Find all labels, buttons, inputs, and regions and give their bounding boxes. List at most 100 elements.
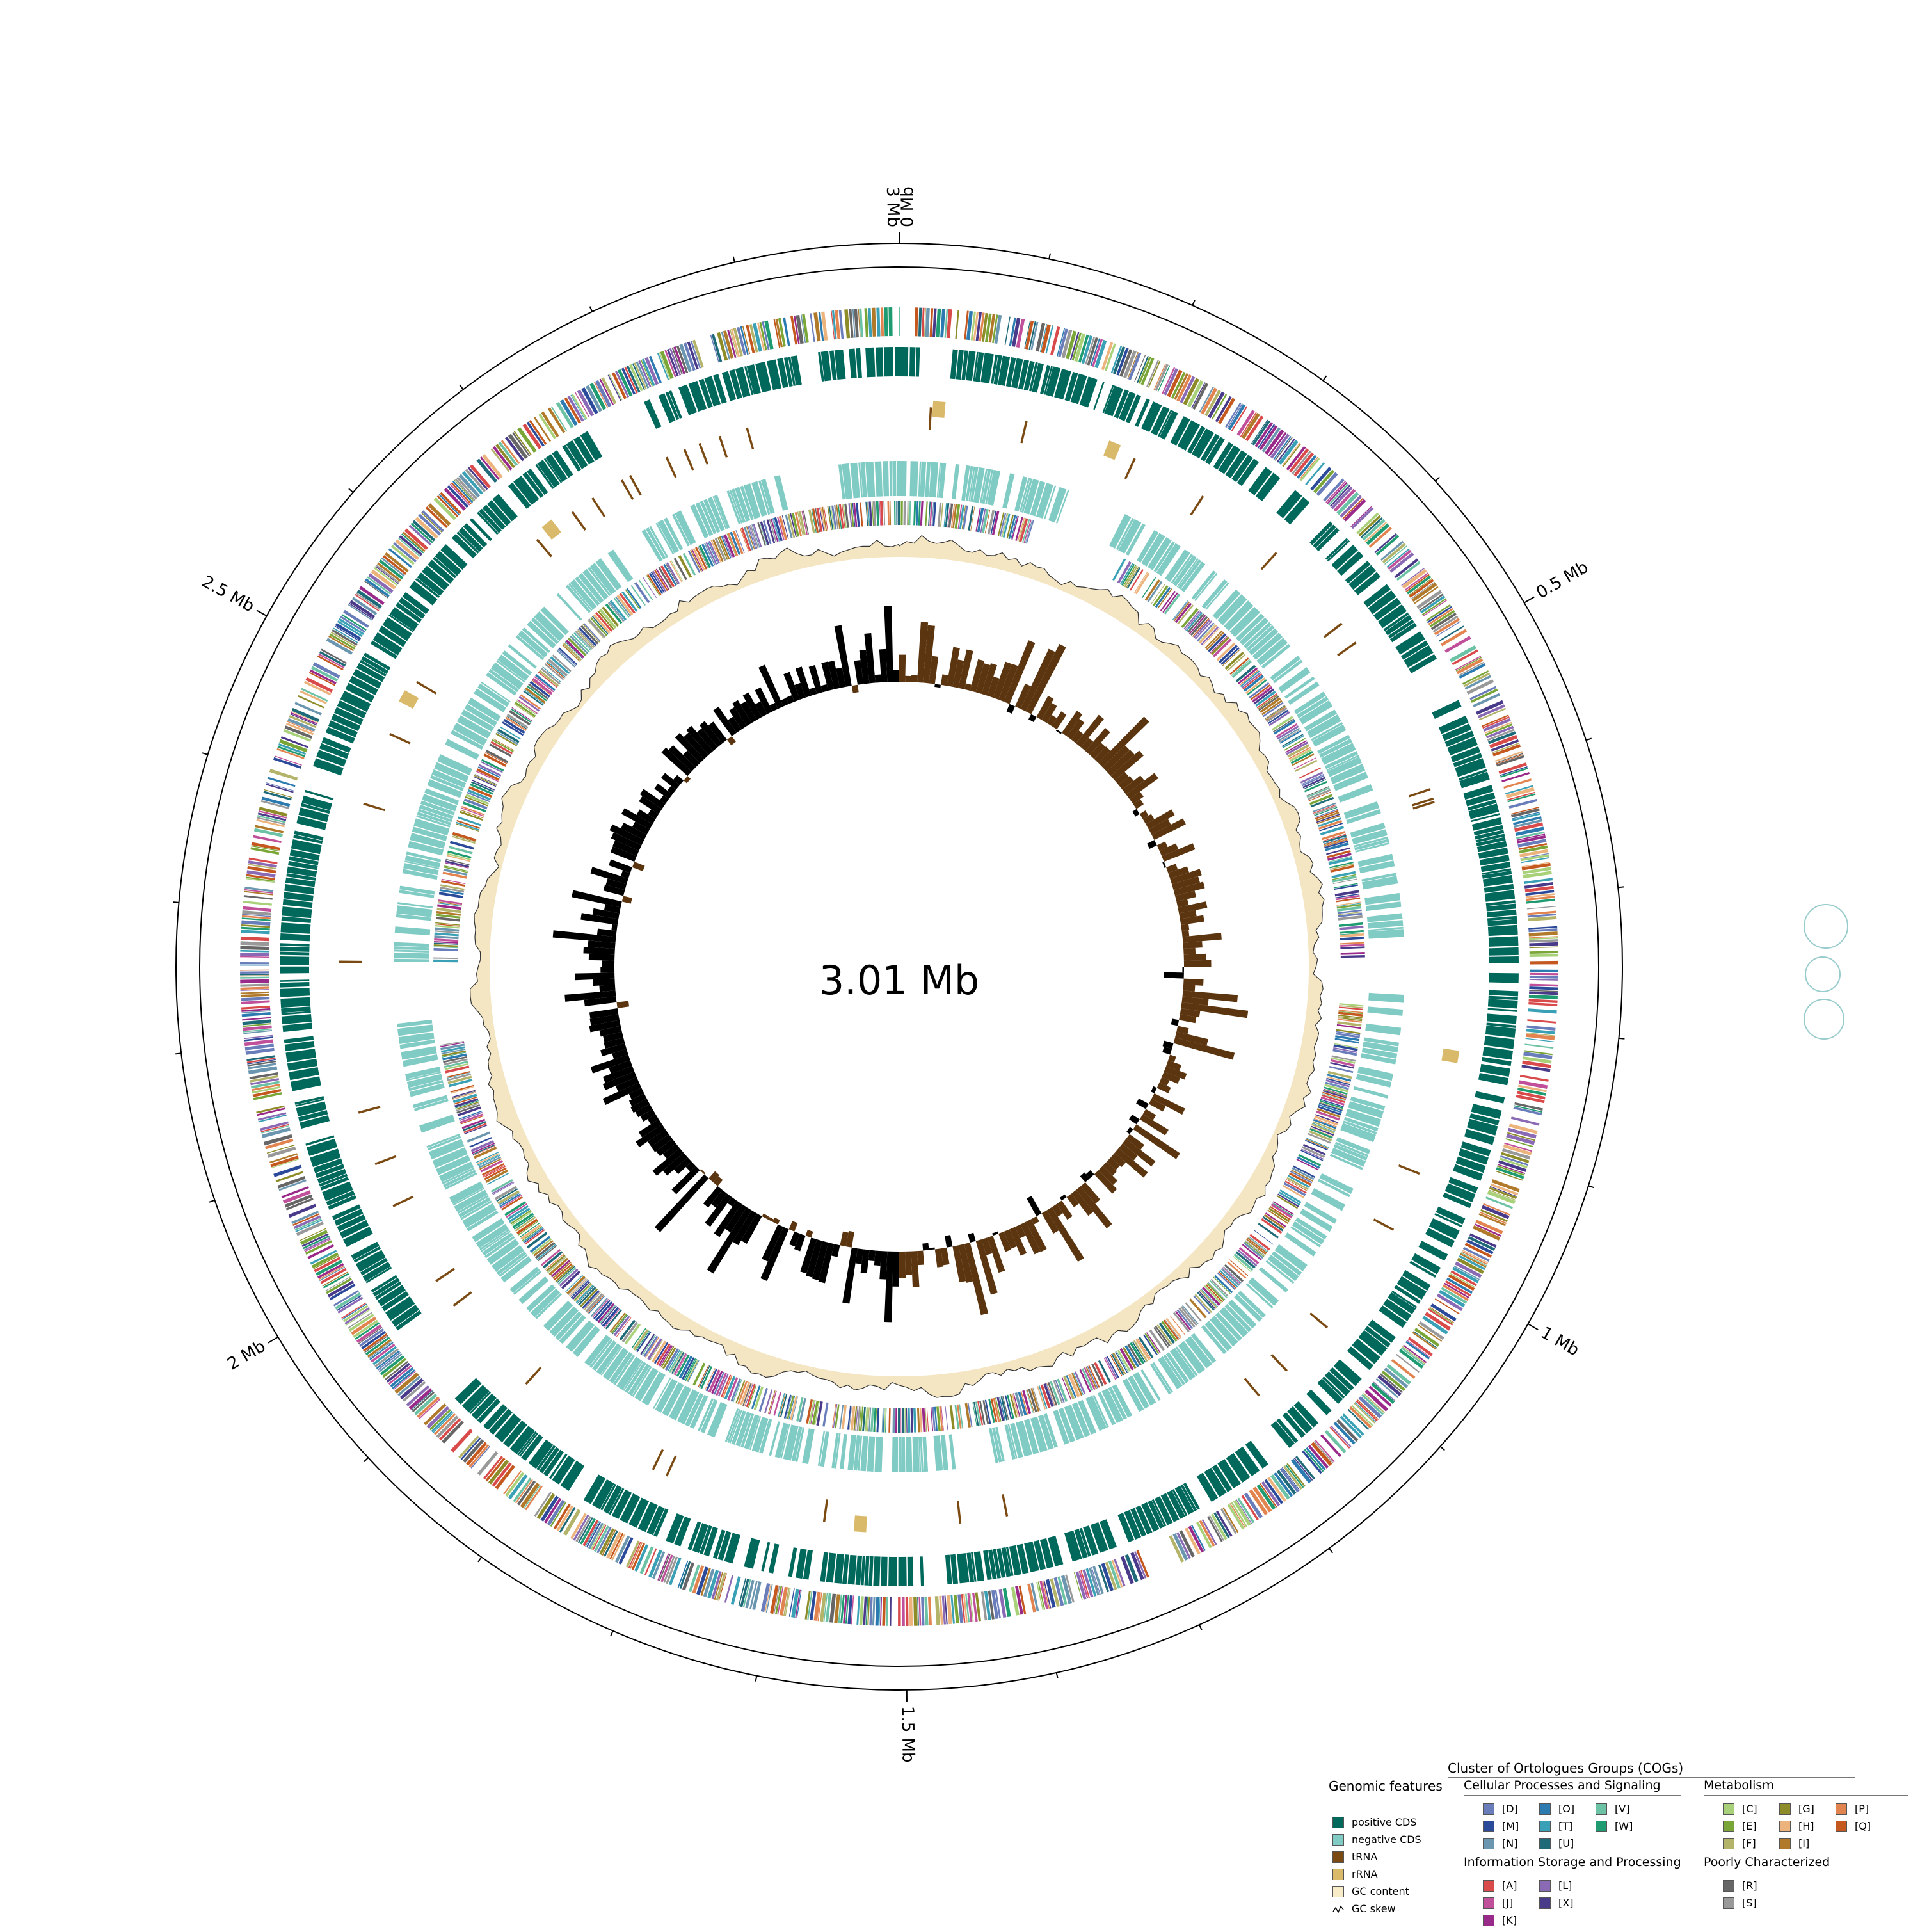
gc-skew-bar: [934, 684, 941, 688]
cog-feature-mark: [907, 501, 908, 525]
trna-mark: [1270, 1354, 1288, 1372]
cog-feature-mark: [1529, 942, 1558, 946]
cog-feature-mark: [240, 950, 269, 953]
trna-mark: [389, 733, 410, 745]
gc-skew-bar: [905, 1252, 912, 1275]
cog-legend-item: [V]: [1596, 1803, 1629, 1815]
cog-legend-item: [F]: [1723, 1837, 1756, 1849]
minor-tick: [1323, 376, 1326, 380]
trna-mark: [363, 803, 385, 811]
trna-mark: [1261, 552, 1277, 570]
cog-group-divider: [1704, 1795, 1908, 1796]
gc-skew-bar: [727, 736, 736, 745]
cog-feature-mark: [930, 308, 934, 337]
cog-feature-mark: [1340, 937, 1364, 940]
cog-feature-mark: [906, 1597, 909, 1626]
minor-tick: [364, 1458, 369, 1461]
cds-block: [280, 956, 309, 965]
cog-feature-mark: [240, 962, 269, 964]
trna-mark: [1124, 458, 1136, 479]
minor-tick: [209, 1200, 215, 1202]
cds-block: [282, 1014, 312, 1024]
cog-feature-mark: [240, 975, 269, 976]
cog-group-title: Information Storage and Processing: [1464, 1855, 1681, 1869]
legend-label: tRNA: [1352, 1851, 1377, 1863]
legend-item-gc-skew: GC skew: [1332, 1903, 1396, 1915]
cds-block: [788, 1547, 797, 1577]
cog-legend-item: [M]: [1483, 1820, 1519, 1832]
trna-mark: [957, 1501, 961, 1524]
cog-feature-mark: [865, 308, 868, 337]
cog-feature-mark: [915, 307, 918, 336]
trna-mark: [1002, 1494, 1008, 1517]
map-thumbnail-3[interactable]: [1804, 999, 1844, 1040]
trna-mark: [392, 1196, 413, 1207]
gc-skew-bar: [922, 1243, 929, 1251]
trna-mark: [621, 479, 634, 500]
cog-feature-mark: [467, 1131, 491, 1143]
cog-feature-mark: [1401, 1347, 1425, 1365]
cog-feature-mark: [240, 983, 269, 986]
cog-feature-mark: [1528, 999, 1557, 1003]
cog-feature-mark: [1530, 961, 1558, 965]
major-tick: [268, 1337, 278, 1343]
cds-block: [394, 959, 429, 962]
cds-block: [280, 952, 309, 956]
legend-label: positive CDS: [1352, 1816, 1417, 1828]
cog-label: [G]: [1798, 1803, 1814, 1815]
cog-feature-mark: [1530, 984, 1558, 987]
cog-feature-mark: [902, 1597, 905, 1626]
cog-feature-mark: [240, 971, 269, 974]
cog-feature-mark: [1316, 814, 1340, 823]
gc-skew-bar: [945, 1235, 952, 1248]
cog-feature-mark: [240, 965, 269, 966]
cog-label: [F]: [1742, 1837, 1756, 1849]
cog-legend-item: [I]: [1779, 1837, 1809, 1849]
genomic-features-title: Genomic features: [1329, 1778, 1443, 1794]
cog-feature-mark: [433, 948, 458, 951]
legend-label: GC skew: [1352, 1903, 1396, 1915]
minor-tick: [1586, 739, 1592, 741]
cog-swatch: [1539, 1897, 1551, 1909]
cog-feature-mark: [888, 307, 892, 336]
gc-skew-bar: [1184, 960, 1212, 967]
map-thumbnail-1[interactable]: [1804, 904, 1848, 949]
cog-legend-item: [E]: [1723, 1820, 1757, 1832]
gc-skew-bar: [1147, 840, 1157, 849]
cds-block: [707, 1402, 728, 1437]
cog-feature-mark: [240, 956, 269, 958]
cog-feature-mark: [902, 1408, 904, 1433]
cog-legend-item: [A]: [1483, 1880, 1517, 1892]
gc-skew-bar: [868, 1250, 876, 1261]
cog-feature-mark: [1005, 317, 1011, 346]
cog-swatch: [1596, 1821, 1607, 1832]
cog-swatch: [1539, 1838, 1551, 1849]
cds-block: [1489, 947, 1519, 956]
trna-mark: [1020, 421, 1027, 444]
cds-block: [840, 1434, 847, 1469]
cog-swatch: [1483, 1803, 1494, 1815]
cog-legend-item: [R]: [1723, 1880, 1757, 1892]
cog-feature-mark: [904, 501, 906, 525]
cog-group-divider: [1464, 1795, 1681, 1796]
minor-tick: [349, 488, 353, 492]
trna-mark: [453, 1291, 472, 1307]
cds-block: [922, 1437, 928, 1472]
cog-feature-mark: [924, 1597, 928, 1625]
cds-block: [774, 475, 788, 511]
gc-skew-bar: [1136, 1099, 1149, 1109]
cds-block: [949, 1434, 956, 1469]
cog-swatch: [1483, 1821, 1494, 1832]
map-thumbnail-2[interactable]: [1805, 956, 1841, 992]
cog-group: Cellular Processes and Signaling[D][M][N…: [1464, 1778, 1694, 1855]
minor-tick: [1049, 254, 1050, 259]
gc-skew-bar: [789, 1221, 798, 1232]
cds-block: [282, 1023, 312, 1033]
trna-mark: [525, 1367, 541, 1385]
cds-block: [394, 942, 429, 947]
cog-label: [N]: [1502, 1837, 1517, 1849]
cog-feature-mark: [1135, 572, 1149, 594]
gc-skew-bar: [632, 862, 645, 871]
cog-legend-item: [C]: [1723, 1803, 1757, 1815]
